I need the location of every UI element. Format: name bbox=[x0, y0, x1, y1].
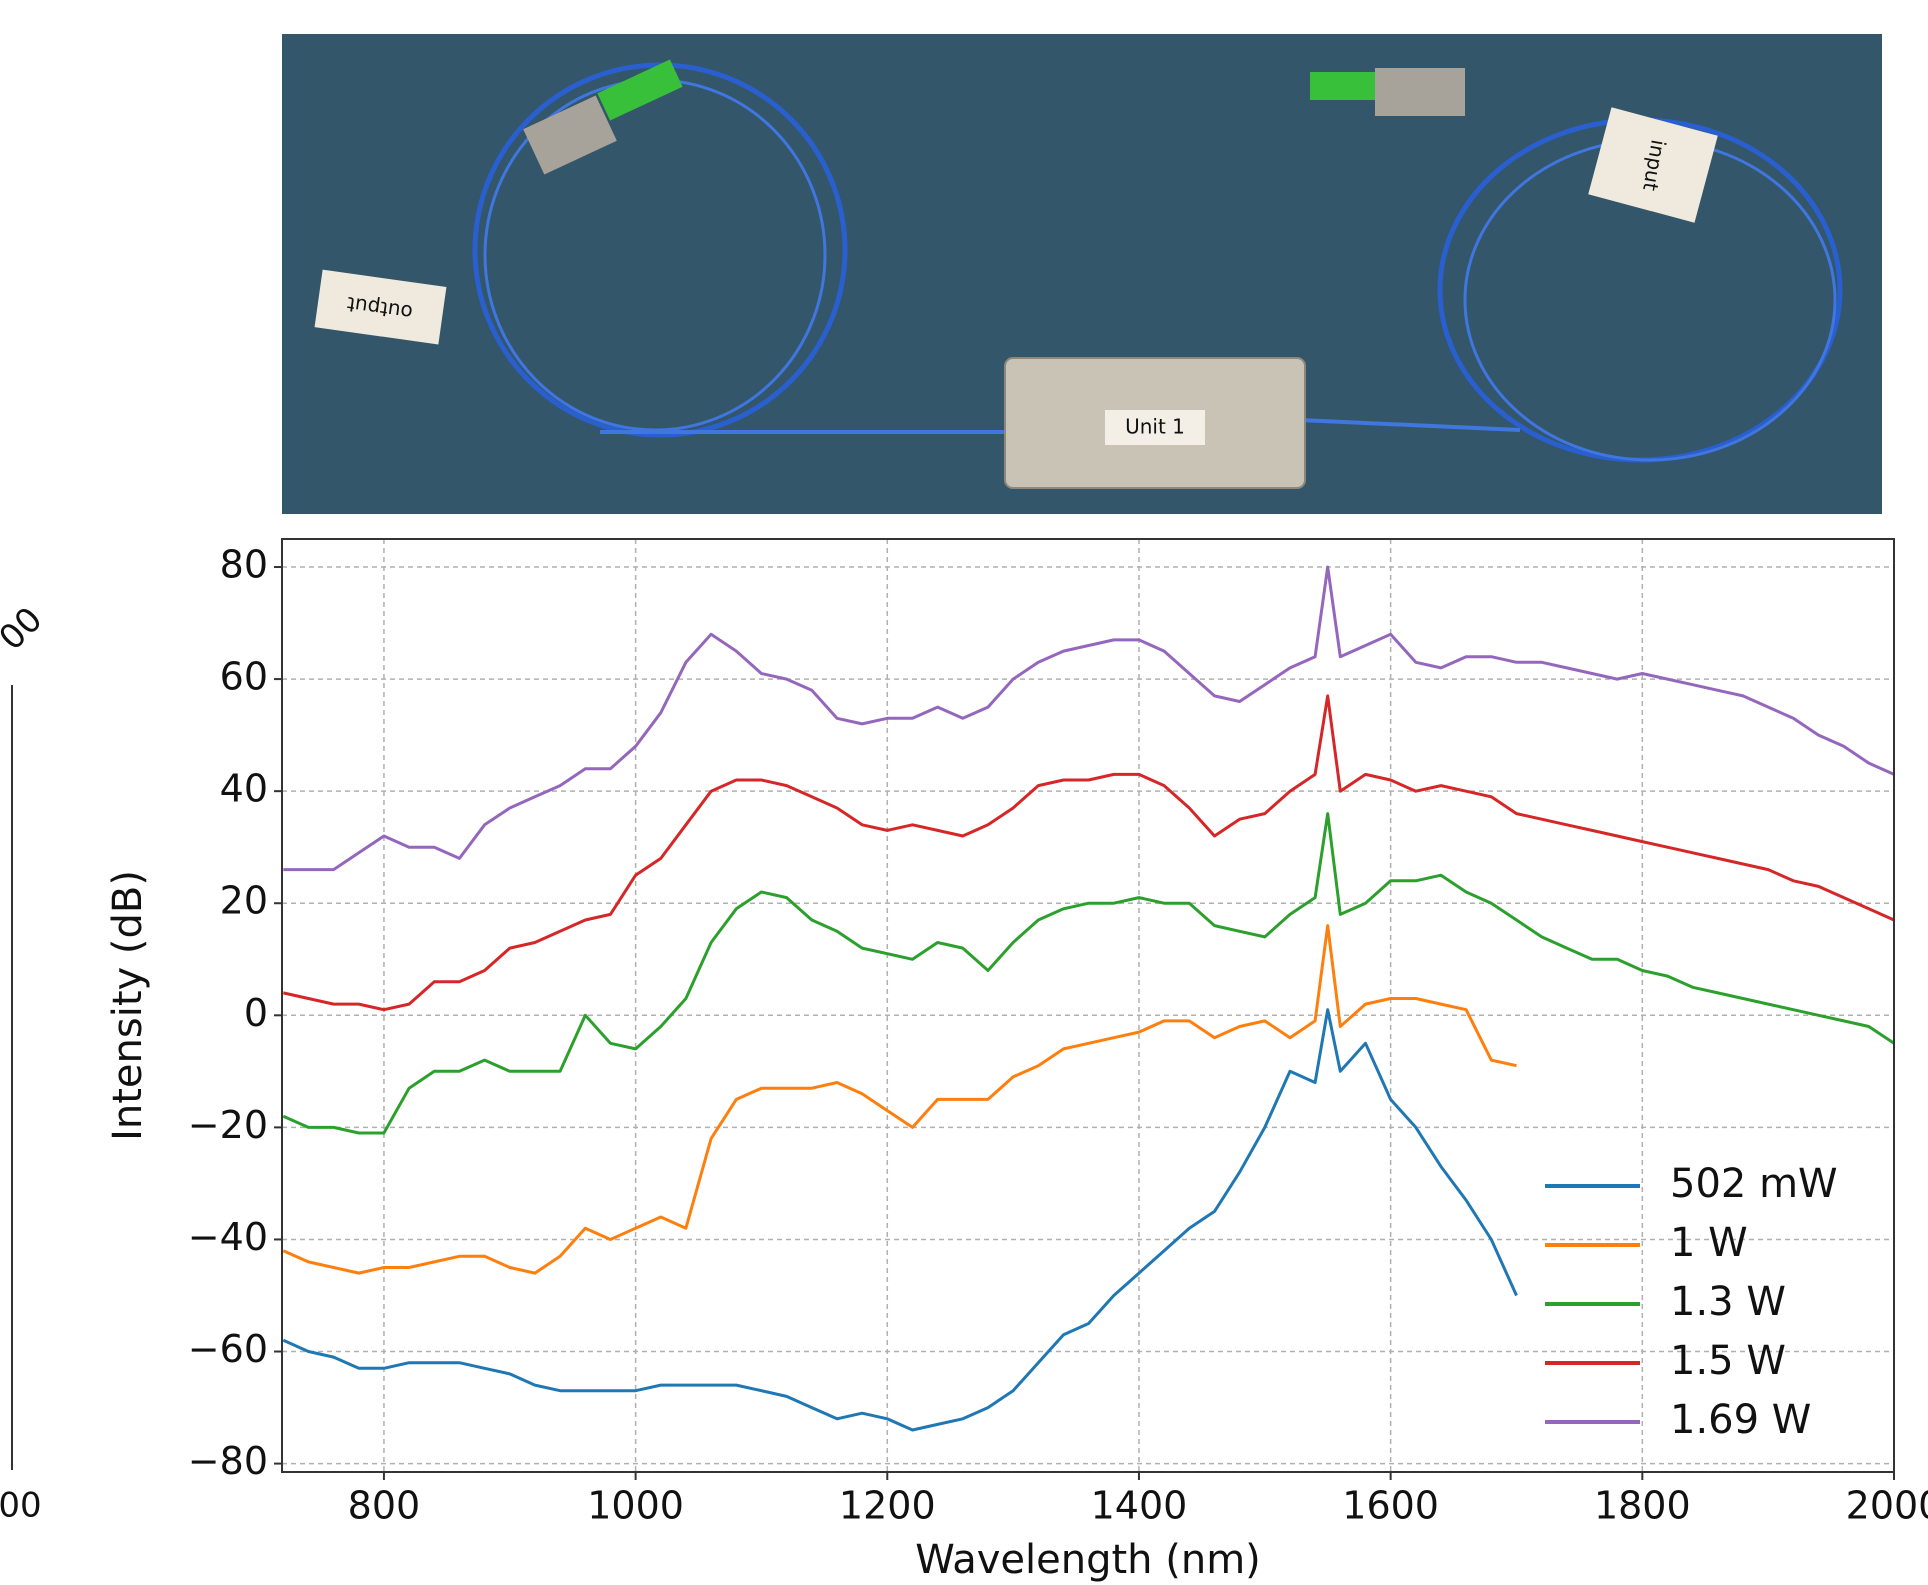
plot-frame bbox=[281, 538, 1895, 1473]
tag bbox=[1588, 107, 1718, 223]
x-tick-label: 1600 bbox=[1342, 1484, 1439, 1528]
series-line bbox=[282, 1008, 1518, 1432]
photo-label: Unit 1 bbox=[1125, 415, 1185, 439]
x-tick-label: 2000 bbox=[1846, 1484, 1928, 1528]
series-line bbox=[283, 565, 1895, 872]
legend-label: 1.3 W bbox=[1670, 1279, 1786, 1325]
fragment-tick-label: 00 bbox=[0, 600, 50, 659]
fiber bbox=[1299, 418, 1521, 432]
tag bbox=[1105, 410, 1205, 445]
x-tick-label: 1200 bbox=[839, 1484, 936, 1528]
fragment-tick-label: 00 bbox=[0, 1486, 42, 1526]
y-tick-label: −40 bbox=[188, 1215, 268, 1259]
legend-label: 1 W bbox=[1670, 1220, 1748, 1266]
x-tick-label: 800 bbox=[348, 1484, 421, 1528]
tag bbox=[314, 269, 447, 345]
y-tick-label: 60 bbox=[220, 655, 268, 699]
legend-label: 1.5 W bbox=[1670, 1338, 1786, 1384]
y-tick-label: 20 bbox=[220, 879, 268, 923]
y-axis-label: Intensity (dB) bbox=[105, 870, 151, 1141]
x-tick-label: 1400 bbox=[1091, 1484, 1188, 1528]
y-tick-label: 40 bbox=[220, 767, 268, 811]
series-line bbox=[282, 694, 1895, 1012]
y-tick-label: 0 bbox=[244, 991, 268, 1035]
y-tick-label: −20 bbox=[188, 1103, 268, 1147]
connector-cap bbox=[597, 59, 683, 121]
connector bbox=[523, 95, 617, 175]
x-axis-label: Wavelength (nm) bbox=[915, 1537, 1261, 1583]
x-tick-label: 1800 bbox=[1594, 1484, 1691, 1528]
photo: output Unit 1 input bbox=[282, 34, 1882, 514]
y-tick-label: 80 bbox=[220, 543, 268, 587]
legend-label: 502 mW bbox=[1670, 1161, 1838, 1207]
legend-label: 1.69 W bbox=[1670, 1397, 1811, 1443]
series-line bbox=[282, 812, 1895, 1135]
x-tick-label: 1000 bbox=[587, 1484, 684, 1528]
connector-cap bbox=[1310, 72, 1375, 100]
plot: 800 1000 1200 1400 1600 1800 2000 −80 −60 −40 −20 0… bbox=[105, 538, 1928, 1583]
connector bbox=[1375, 68, 1465, 116]
series-line bbox=[282, 924, 1517, 1275]
y-tick-label: −60 bbox=[188, 1327, 268, 1371]
y-tick-label: −80 bbox=[188, 1439, 268, 1483]
